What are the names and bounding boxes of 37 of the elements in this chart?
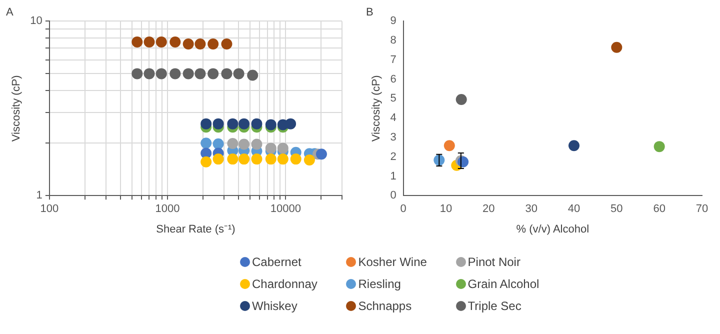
y-tick-label: 6 (390, 73, 396, 86)
x-tick-label: 100 (40, 203, 59, 216)
y-tick-label: 3 (390, 132, 396, 144)
y-tick-label: 7 (390, 54, 396, 66)
legend-label: Chardonnay (251, 277, 318, 291)
legend-label: Whiskey (251, 299, 298, 313)
y-tick-label: 2 (390, 150, 396, 163)
chart-title: A (6, 6, 14, 19)
y-tick-label: 4 (390, 112, 396, 124)
x-tick-label: 0 (400, 203, 406, 216)
x-tick-label: 20 (482, 203, 495, 216)
x-tick-label: 50 (610, 203, 623, 216)
y-tick-label: 0 (390, 190, 396, 202)
x-tick-label: 30 (525, 203, 538, 216)
legend-label: Triple Sec (466, 299, 522, 313)
y-axis-title: Viscosity (cP) (10, 75, 23, 142)
x-axis-title: % (v/v) Alcohol (516, 223, 590, 236)
x-axis-title: Shear Rate (s⁻¹) (156, 223, 236, 236)
x-tick-label: 40 (568, 203, 580, 216)
y-tick-label: 1 (390, 170, 396, 182)
chart-title: B (366, 6, 374, 19)
x-tick-label: 1000 (155, 203, 180, 216)
y-tick-label: 1 (36, 190, 42, 202)
legend-label: Kosher Wine (357, 255, 428, 269)
legend-label: Grain Alcohol (466, 277, 540, 291)
legend-label: Riesling (357, 277, 402, 291)
y-tick-label: 5 (390, 92, 396, 105)
legend-label: Schnapps (357, 299, 413, 313)
legend-label: Pinot Noir (466, 255, 522, 269)
x-tick-label: 70 (696, 203, 708, 216)
y-axis-title: Viscosity (cP) (370, 75, 383, 142)
y-tick-label: 8 (390, 34, 396, 47)
legend-label: Cabernet (251, 255, 302, 269)
x-tick-label: 10 (440, 203, 452, 216)
y-tick-label: 9 (390, 15, 396, 28)
x-tick-label: 60 (653, 203, 666, 216)
x-tick-label: 10000 (270, 203, 301, 216)
